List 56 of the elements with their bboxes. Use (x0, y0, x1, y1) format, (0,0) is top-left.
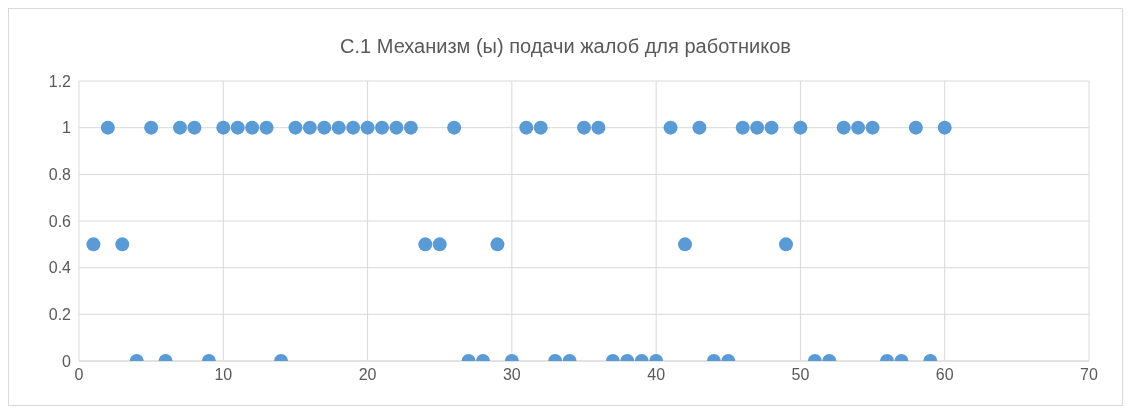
point (115, 237, 130, 252)
point (490, 237, 505, 252)
point (418, 237, 433, 252)
point (86, 237, 101, 252)
point (259, 120, 274, 135)
x-tick-label: 20 (358, 366, 377, 384)
x-tick-label: 70 (1080, 366, 1098, 384)
point (591, 120, 606, 135)
point (144, 120, 159, 135)
point (288, 120, 303, 135)
point (865, 120, 880, 135)
point (375, 120, 389, 135)
point (403, 120, 418, 135)
point (764, 120, 779, 135)
y-tick-label: 0.2 (48, 306, 72, 324)
y-tick-label: 0.4 (48, 259, 72, 277)
y-tick-label: 1.2 (48, 72, 72, 90)
point (432, 237, 447, 252)
point (533, 120, 548, 135)
point (230, 120, 245, 135)
point (779, 237, 793, 252)
point (851, 120, 866, 135)
x-tick-label: 10 (214, 366, 233, 384)
point (389, 120, 404, 135)
point (735, 120, 750, 135)
point (908, 120, 923, 135)
point (173, 120, 187, 135)
x-tick-label: 60 (935, 366, 954, 384)
point (678, 237, 692, 252)
point (187, 120, 202, 135)
point (100, 120, 115, 135)
x-tick-label: 0 (74, 366, 84, 384)
x-tick-label: 50 (791, 366, 810, 384)
point (216, 120, 231, 135)
point (519, 120, 534, 135)
point (663, 120, 678, 135)
chart-title: С.1 Механизм (ы) подачи жалоб для работников (339, 34, 792, 59)
x-tick-label: 30 (502, 366, 521, 384)
point (245, 120, 260, 135)
point (331, 120, 346, 135)
y-tick-label: 0.8 (48, 166, 72, 184)
point (750, 120, 765, 135)
point (317, 120, 332, 135)
point (346, 120, 361, 135)
point (302, 120, 317, 135)
y-tick-label: 0.6 (48, 212, 72, 230)
point (937, 120, 952, 135)
x-tick-label: 40 (647, 366, 666, 384)
point (447, 120, 462, 135)
y-tick-label: 1 (62, 119, 72, 137)
point (793, 120, 808, 135)
point (836, 120, 851, 135)
point (692, 120, 707, 135)
point (577, 120, 591, 135)
y-tick-label: 0 (62, 352, 72, 370)
point (360, 120, 375, 135)
